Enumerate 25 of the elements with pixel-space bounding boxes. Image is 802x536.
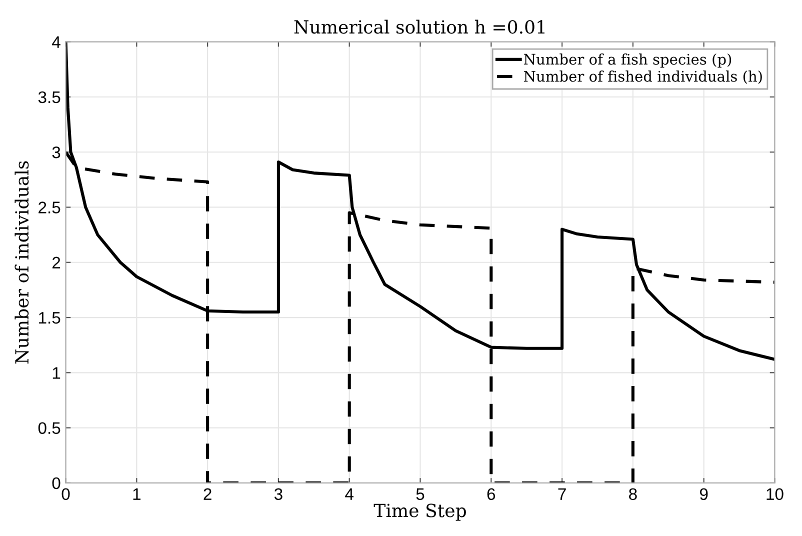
x-tick-label: 2 xyxy=(204,488,212,500)
x-tick-label: 6 xyxy=(487,488,496,500)
x-axis-title: Time Step xyxy=(374,504,466,521)
x-tick-label: 7 xyxy=(558,488,566,500)
x-tick-label: 5 xyxy=(416,488,424,500)
x-tick-label: 9 xyxy=(700,488,708,500)
x-tick-label: 8 xyxy=(629,488,637,500)
legend-label: Number of a fish species (p) xyxy=(524,53,732,68)
y-tick-label: 2.5 xyxy=(38,202,60,214)
x-tick-label: 3 xyxy=(274,488,282,500)
y-tick-label: 1 xyxy=(52,367,60,379)
y-tick-label: 0 xyxy=(52,477,60,490)
y-tick-label: 0.5 xyxy=(38,422,60,434)
x-tick-label: 10 xyxy=(766,488,784,500)
y-axis-title: Number of individuals xyxy=(14,161,29,364)
y-tick-label: 1.5 xyxy=(39,312,60,324)
x-tick-label: 4 xyxy=(345,488,354,500)
chart-title: Numerical solution h =0.01 xyxy=(294,20,544,34)
y-tick-label: 4 xyxy=(52,36,60,48)
x-tick-label: 1 xyxy=(133,488,140,500)
x-tick-label: 0 xyxy=(62,488,70,500)
y-tick-label: 3.5 xyxy=(38,91,60,104)
legend-label: Number of fished individuals (h) xyxy=(524,70,762,84)
y-tick-label: 2 xyxy=(52,256,60,268)
y-tick-label: 3 xyxy=(52,146,60,158)
